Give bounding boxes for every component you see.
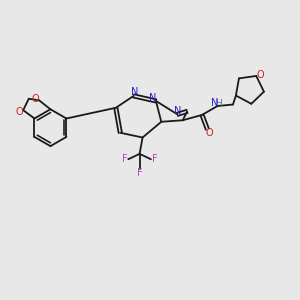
- Text: N: N: [149, 93, 156, 103]
- Text: F: F: [152, 154, 157, 164]
- Text: O: O: [256, 70, 264, 80]
- Text: O: O: [205, 128, 213, 138]
- Text: N: N: [211, 98, 218, 108]
- Text: N: N: [174, 106, 182, 116]
- Text: O: O: [32, 94, 39, 104]
- Text: H: H: [215, 98, 222, 107]
- Text: N: N: [130, 87, 138, 97]
- Text: O: O: [16, 107, 23, 117]
- Text: F: F: [137, 168, 142, 178]
- Text: F: F: [122, 154, 128, 164]
